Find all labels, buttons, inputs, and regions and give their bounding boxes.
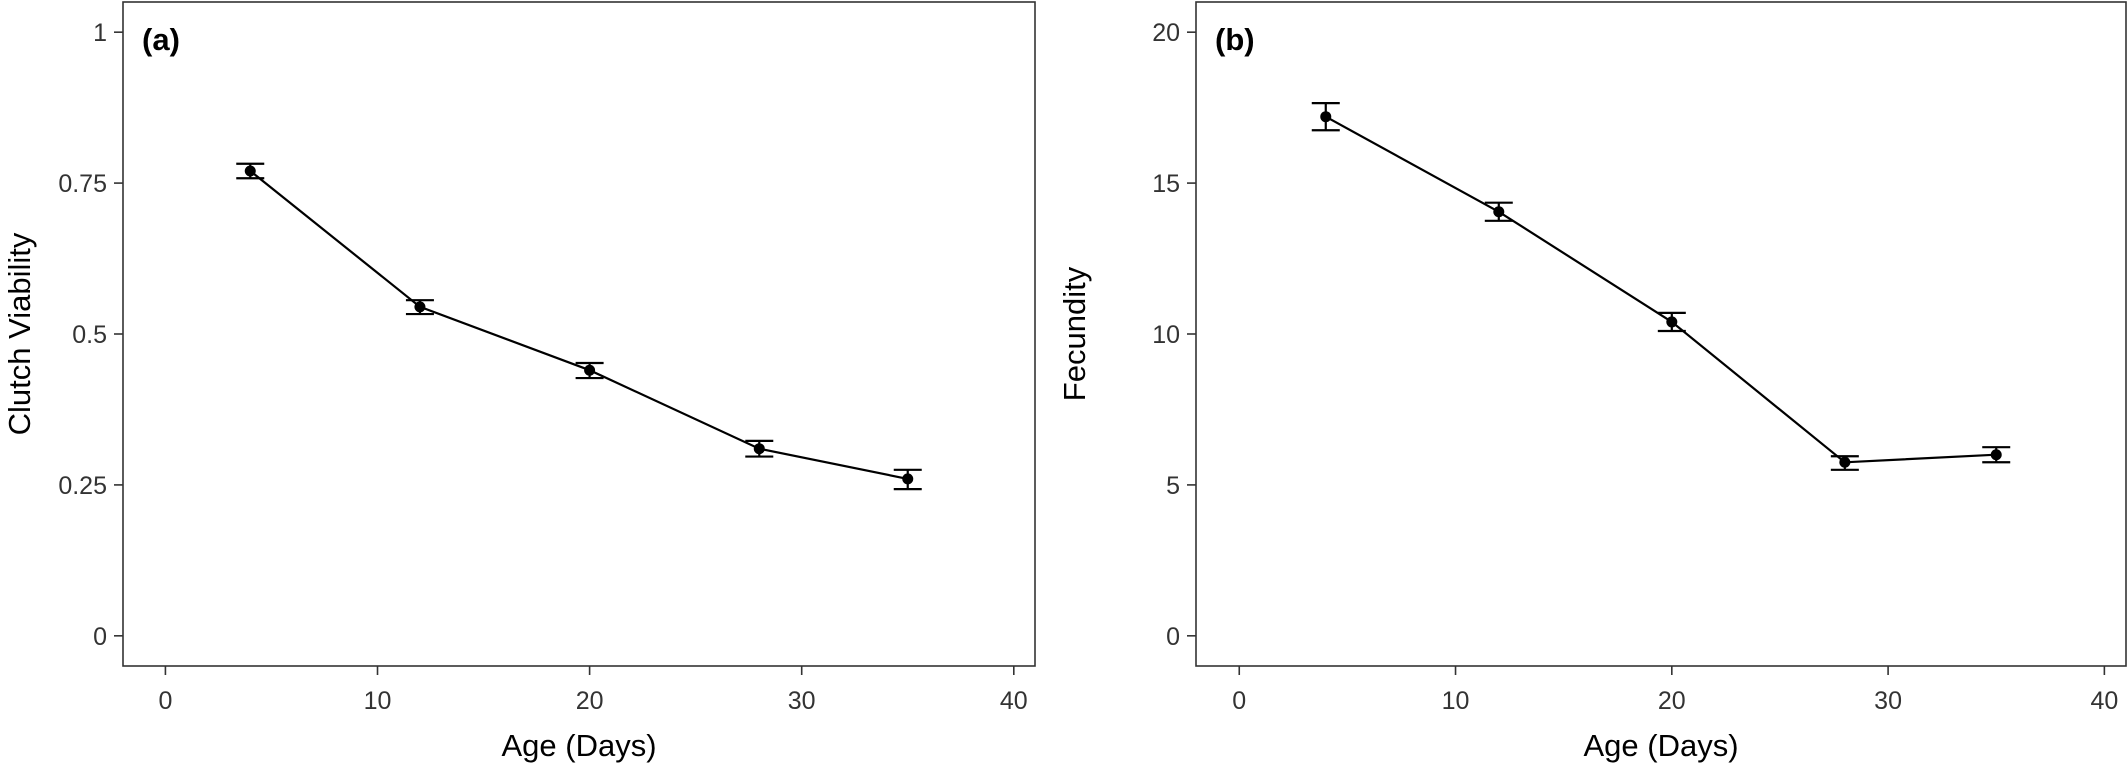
data-point bbox=[414, 301, 426, 313]
x-tick-label: 20 bbox=[1658, 687, 1686, 715]
series-line bbox=[1325, 115, 1997, 464]
data-point bbox=[1320, 111, 1332, 123]
plot-frame bbox=[122, 1, 1036, 667]
data-point bbox=[1493, 206, 1505, 218]
x-axis-title: Age (Days) bbox=[1583, 728, 1738, 763]
data-point bbox=[753, 443, 765, 455]
plot-frame bbox=[1195, 1, 2127, 667]
y-tick-label: 15 bbox=[1152, 170, 1180, 198]
y-tick-label: 0.5 bbox=[72, 321, 107, 349]
y-tick-label: 5 bbox=[1166, 472, 1180, 500]
y-axis-title: Clutch Viability bbox=[2, 232, 37, 435]
x-tick-label: 30 bbox=[1874, 687, 1902, 715]
x-tick-label: 40 bbox=[2090, 687, 2118, 715]
y-tick-label: 0 bbox=[93, 623, 107, 651]
panel-label: (a) bbox=[142, 22, 180, 57]
x-tick-label: 0 bbox=[1232, 687, 1246, 715]
data-point bbox=[1990, 449, 2002, 461]
y-tick-label: 0 bbox=[1166, 623, 1180, 651]
x-tick-label: 20 bbox=[576, 687, 604, 715]
y-tick-label: 1 bbox=[93, 19, 107, 47]
y-tick-label: 0.75 bbox=[58, 170, 107, 198]
x-tick-label: 0 bbox=[158, 687, 172, 715]
data-point bbox=[584, 364, 596, 376]
data-point bbox=[244, 165, 256, 177]
data-point bbox=[1839, 456, 1851, 468]
y-tick-label: 0.25 bbox=[58, 472, 107, 500]
x-tick-label: 30 bbox=[788, 687, 816, 715]
x-tick-label: 10 bbox=[1442, 687, 1470, 715]
y-tick-label: 20 bbox=[1152, 19, 1180, 47]
series-line bbox=[249, 170, 908, 480]
data-point bbox=[902, 473, 914, 485]
panel-label: (b) bbox=[1215, 22, 1255, 57]
x-tick-label: 40 bbox=[1000, 687, 1028, 715]
data-point bbox=[1666, 316, 1678, 328]
y-axis-title: Fecundity bbox=[1057, 266, 1092, 401]
y-tick-label: 10 bbox=[1152, 321, 1180, 349]
panel-b-fecundity: 0 5 10 15 20 0 10 20 30 40 Age (Days) Fecundity (b) bbox=[1057, 1, 2127, 763]
x-axis-title: Age (Days) bbox=[501, 728, 656, 763]
x-tick-label: 10 bbox=[364, 687, 392, 715]
